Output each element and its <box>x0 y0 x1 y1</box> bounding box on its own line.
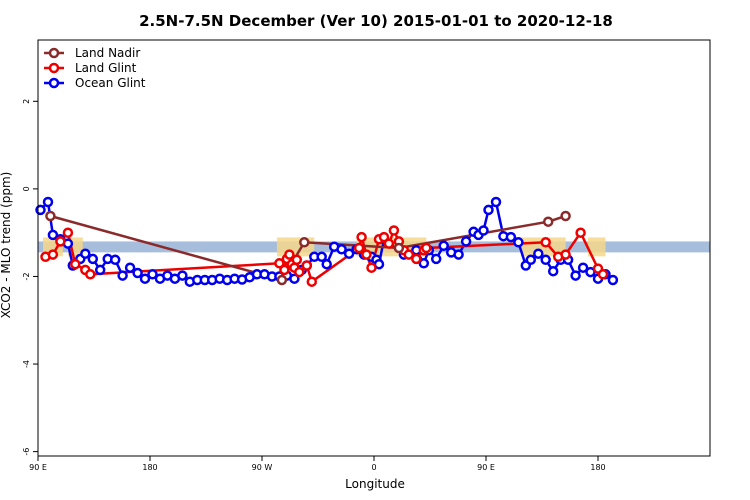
point-land-glint-5 <box>70 258 81 270</box>
y-tick-label-4: -4 <box>22 360 31 368</box>
point-land-glint-37 <box>597 269 609 280</box>
point-ocean-glint-15 <box>132 267 143 279</box>
point-ocean-glint-21 <box>177 270 188 281</box>
point-land-nadir-5 <box>542 216 554 227</box>
x-tick-label-6: 180 <box>590 463 605 472</box>
point-land-glint-16 <box>301 260 313 271</box>
plot-area <box>35 196 710 287</box>
point-ocean-glint-12 <box>109 254 121 266</box>
point-ocean-glint-14 <box>124 262 136 273</box>
x-tick-label-2: 180 <box>142 463 157 472</box>
point-ocean-glint-36 <box>289 273 300 284</box>
legend-label-land-glint: Land Glint <box>75 61 137 75</box>
point-ocean-glint-9 <box>87 253 99 265</box>
point-ocean-glint-63 <box>483 204 494 216</box>
point-land-glint-15 <box>294 266 305 278</box>
legend-marker-ocean-glint <box>48 77 60 89</box>
x-tick-label-4: 0 <box>371 463 376 472</box>
point-ocean-glint-17 <box>147 269 158 280</box>
point-ocean-glint-3 <box>47 229 59 241</box>
point-ocean-glint-56 <box>438 240 449 252</box>
point-ocean-glint-44 <box>343 248 355 259</box>
point-land-glint-7 <box>85 269 96 280</box>
x-axis: 90 E 180 90 W 0 90 E 180 <box>29 456 606 472</box>
point-ocean-glint-41 <box>321 258 332 270</box>
point-ocean-glint-53 <box>418 258 430 269</box>
point-land-glint-21 <box>366 262 377 273</box>
point-ocean-glint-2 <box>42 196 54 208</box>
point-ocean-glint-43 <box>336 244 347 255</box>
point-land-glint-25 <box>388 225 400 236</box>
point-ocean-glint-58 <box>453 249 464 260</box>
point-land-glint-14 <box>291 254 303 266</box>
point-ocean-glint-59 <box>460 236 472 247</box>
y-tick-label-1: 2 <box>22 99 31 104</box>
point-land-glint-8 <box>274 258 285 269</box>
point-ocean-glint-64 <box>490 196 502 208</box>
point-ocean-glint-13 <box>117 270 128 281</box>
x-tick-label-5: 90 E <box>477 463 495 472</box>
x-axis-label: Longitude <box>345 477 405 491</box>
point-land-glint-9 <box>279 264 290 276</box>
point-ocean-glint-55 <box>430 253 442 265</box>
uncertainty-fill-6 <box>588 237 606 257</box>
point-ocean-glint-16 <box>139 273 151 284</box>
point-ocean-glint-40 <box>316 251 327 263</box>
y-tick-label-2: 0 <box>22 186 31 191</box>
point-ocean-glint-80 <box>607 274 619 286</box>
point-land-nadir-2 <box>276 274 288 286</box>
point-land-glint-28 <box>403 249 415 260</box>
point-ocean-glint-69 <box>525 254 537 266</box>
legend-label-land-nadir: Land Nadir <box>75 46 140 60</box>
point-land-glint-18 <box>353 242 365 254</box>
point-land-glint-34 <box>560 249 571 260</box>
point-land-nadir-6 <box>560 210 571 222</box>
point-land-glint-11 <box>284 249 295 260</box>
point-land-glint-24 <box>383 238 395 249</box>
point-ocean-glint-72 <box>547 265 559 277</box>
point-ocean-glint-8 <box>80 248 91 259</box>
point-land-glint-3 <box>55 236 66 247</box>
point-ocean-glint-76 <box>577 262 589 273</box>
point-land-nadir-3 <box>299 237 310 248</box>
x-tick-label-3: 90 W <box>252 463 273 472</box>
point-ocean-glint-67 <box>513 237 524 248</box>
legend-marker-land-glint <box>48 62 60 74</box>
point-ocean-glint-75 <box>570 270 581 281</box>
point-land-glint-19 <box>356 231 367 243</box>
point-land-glint-32 <box>540 237 551 248</box>
point-land-glint-20 <box>361 249 372 260</box>
legend-marker-land-nadir <box>48 47 60 59</box>
point-ocean-glint-10 <box>94 264 106 276</box>
legend-label-ocean-glint: Ocean Glint <box>75 76 146 90</box>
point-land-glint-4 <box>62 227 74 238</box>
point-land-glint-35 <box>575 227 586 238</box>
point-ocean-glint-71 <box>540 254 551 266</box>
y-tick-label-5: -6 <box>22 448 31 456</box>
point-ocean-glint-70 <box>533 248 544 259</box>
point-land-nadir-4 <box>393 242 405 254</box>
y-tick-label-3: -2 <box>22 272 31 280</box>
point-land-glint-29 <box>411 253 422 265</box>
y-axis: 2 0 -2 -4 -6 <box>22 99 38 456</box>
point-land-glint-31 <box>421 242 432 254</box>
point-land-nadir-1 <box>45 210 56 222</box>
point-land-glint-17 <box>306 276 318 287</box>
y-axis-label: XCO2 - MLO trend (ppm) <box>0 172 13 319</box>
point-ocean-glint-66 <box>505 231 517 243</box>
point-ocean-glint-62 <box>478 225 489 236</box>
point-land-glint-23 <box>378 231 390 243</box>
point-land-glint-2 <box>47 249 59 260</box>
x-tick-label-1: 90 E <box>29 463 47 472</box>
chart-title: 2.5N-7.5N December (Ver 10) 2015-01-01 t… <box>139 12 613 30</box>
